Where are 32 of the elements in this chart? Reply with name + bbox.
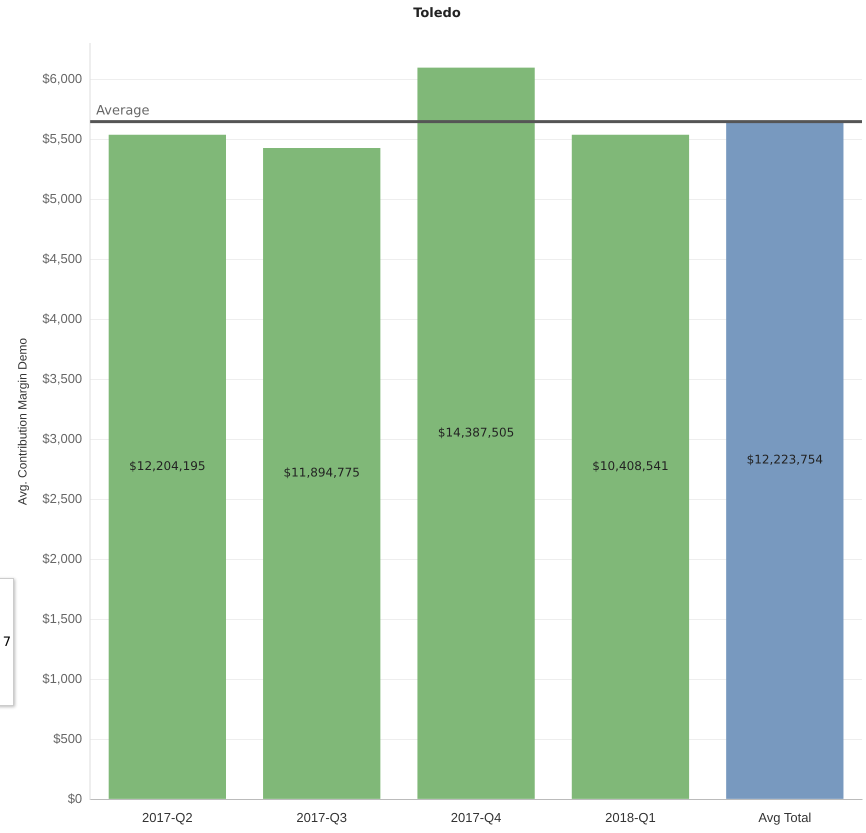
y-tick-label: $1,500 xyxy=(42,611,82,626)
bar xyxy=(572,134,690,799)
y-tick-label: $6,000 xyxy=(42,71,82,86)
y-tick-label: $2,000 xyxy=(42,551,82,566)
annotation: $11,894,775 xyxy=(284,466,360,480)
y-tick-label: $3,000 xyxy=(42,431,82,446)
chart-title: Toledo xyxy=(413,6,461,22)
x-tick-label: 2017-Q3 xyxy=(296,810,348,825)
bar xyxy=(417,68,535,799)
y-tick-label: $5,000 xyxy=(42,191,82,206)
y-tick-label: $4,000 xyxy=(42,311,82,326)
x-tick-label: Avg Total xyxy=(758,810,812,825)
x-tick-label: 2017-Q2 xyxy=(142,810,193,825)
annotation: $14,387,505 xyxy=(438,425,514,440)
y-axis-title: Avg. Contribution Margin Demo xyxy=(16,338,30,506)
x-tick-label: 2017-Q4 xyxy=(450,810,502,825)
y-tick-label: $5,500 xyxy=(42,131,82,146)
y-tick-label: $3,500 xyxy=(42,371,82,386)
y-tick-label: $2,500 xyxy=(42,491,82,506)
y-tick-label: $1,000 xyxy=(42,671,82,686)
annotation: $10,408,541 xyxy=(592,458,669,473)
annotation: $12,223,754 xyxy=(746,452,823,466)
ref-line-label: Average xyxy=(96,103,150,118)
bar xyxy=(263,148,380,799)
y-tick-label: $4,500 xyxy=(42,251,82,266)
y-tick-label: $0 xyxy=(68,790,82,806)
x-tick-label: 2018-Q1 xyxy=(605,810,656,825)
y-tick-label: $500 xyxy=(53,730,82,746)
bar xyxy=(108,134,226,799)
text: 7 xyxy=(0,578,14,706)
bar xyxy=(726,122,844,799)
annotation: $12,204,195 xyxy=(129,458,206,473)
